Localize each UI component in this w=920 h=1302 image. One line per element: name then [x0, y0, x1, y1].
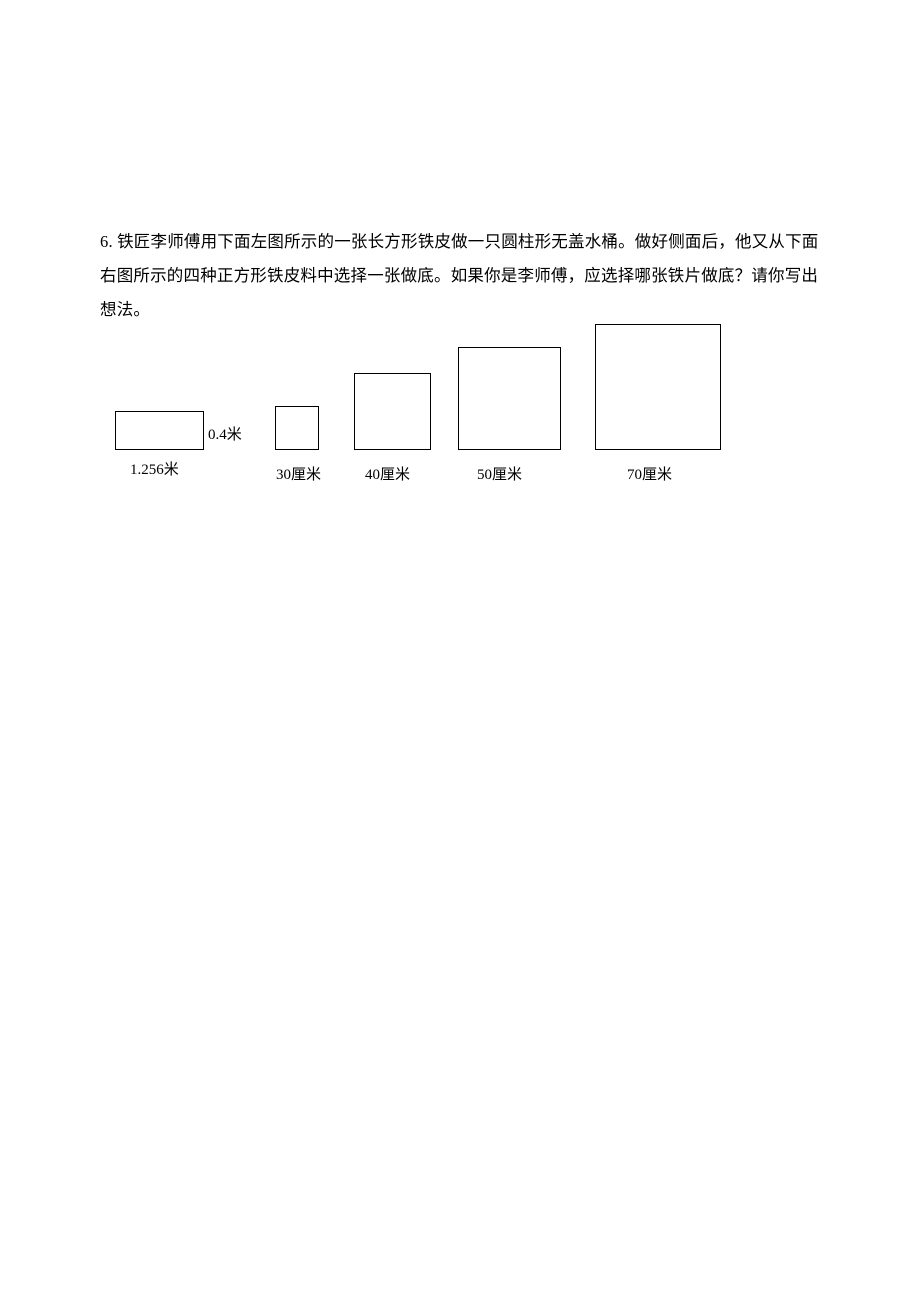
square-shape-4 [595, 324, 721, 450]
square-shape-3 [458, 347, 561, 450]
square-shape-1 [275, 406, 319, 450]
diagram-area: 1.256米 0.4米 30厘米 40厘米 50厘米 70厘米 [100, 335, 820, 535]
page: 6. 铁匠李师傅用下面左图所示的一张长方形铁皮做一只圆柱形无盖水桶。做好侧面后，… [0, 0, 920, 1302]
question-line-3: 想法。 [100, 300, 150, 319]
rectangle-shape [115, 411, 204, 450]
square-shape-2 [354, 373, 431, 450]
square-label-3: 50厘米 [477, 463, 522, 484]
square-label-4: 70厘米 [627, 463, 672, 484]
question-block: 6. 铁匠李师傅用下面左图所示的一张长方形铁皮做一只圆柱形无盖水桶。做好侧面后，… [100, 225, 820, 326]
square-label-1: 30厘米 [276, 463, 321, 484]
rectangle-height-label: 0.4米 [208, 423, 242, 444]
rectangle-width-label: 1.256米 [130, 458, 179, 479]
question-line-1: 铁匠李师傅用下面左图所示的一张长方形铁皮做一只圆柱形无盖水桶。做好侧面后，他又从… [117, 232, 818, 251]
square-label-2: 40厘米 [365, 463, 410, 484]
question-number: 6. [100, 232, 113, 251]
question-line-2: 右图所示的四种正方形铁皮料中选择一张做底。如果你是李师傅，应选择哪张铁片做底？请… [100, 266, 818, 285]
